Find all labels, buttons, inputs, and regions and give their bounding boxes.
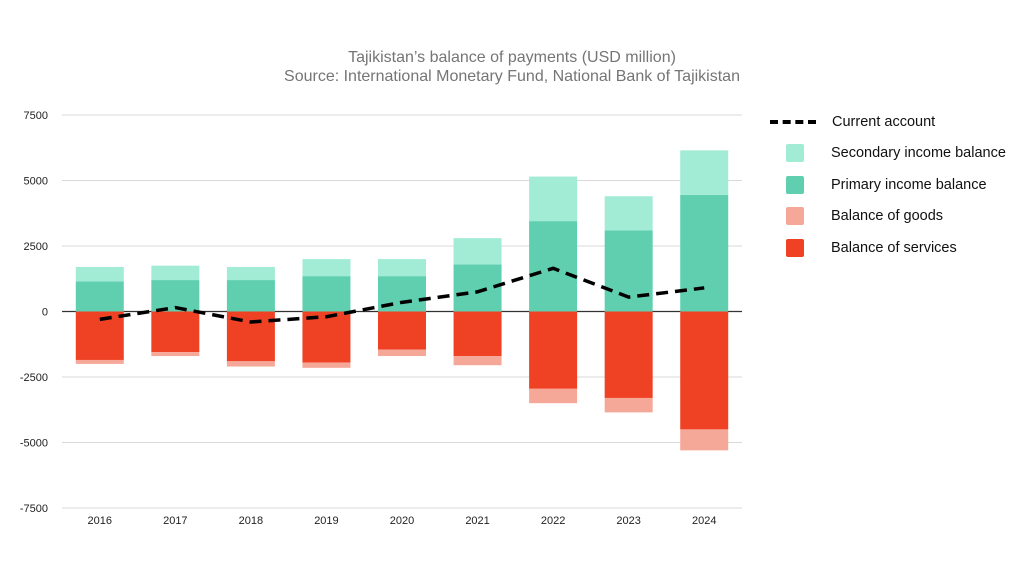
chart-legend: Current account Secondary income balance P… [770, 106, 1006, 264]
bar-balance-of-services-2019 [302, 311, 351, 363]
legend-label: Secondary income balance [831, 145, 1006, 162]
bar-secondary-income-balance-2023 [604, 196, 653, 231]
bar-primary-income-balance-2021 [453, 264, 502, 312]
legend-item: Secondary income balance [786, 138, 1006, 170]
bar-balance-of-services-2020 [378, 311, 426, 350]
bar-secondary-income-balance-2016 [75, 266, 124, 282]
y-tick-label: -7500 [20, 503, 48, 515]
bar-balance-of-goods-2022 [529, 388, 578, 404]
x-tick-label: 2018 [239, 515, 263, 527]
x-tick-label: 2016 [88, 515, 112, 527]
y-tick-label: -5000 [20, 438, 48, 450]
chart-title-block: Tajikistan’s balance of payments (USD mi… [0, 48, 1024, 86]
legend-item: Primary income balance [786, 169, 1006, 201]
bar-secondary-income-balance-2020 [378, 259, 426, 277]
bar-secondary-income-balance-2021 [453, 238, 502, 265]
bar-balance-of-goods-2023 [604, 397, 653, 413]
chart-subtitle: Source: International Monetary Fund, Nat… [284, 68, 740, 85]
chart-title: Tajikistan’s balance of payments (USD mi… [348, 49, 676, 66]
x-tick-label: 2021 [465, 515, 489, 527]
bar-primary-income-balance-2019 [302, 276, 351, 312]
bar-balance-of-goods-2019 [302, 362, 351, 368]
bar-balance-of-services-2016 [75, 311, 124, 360]
bar-balance-of-goods-2018 [226, 361, 275, 367]
legend-label: Balance of goods [831, 208, 944, 225]
legend-item: Balance of services [786, 232, 1006, 264]
bar-primary-income-balance-2018 [226, 280, 275, 312]
y-tick-label: -2500 [20, 372, 48, 384]
legend-label: Current account [832, 113, 936, 130]
bar-balance-of-goods-2021 [453, 356, 502, 366]
bar-secondary-income-balance-2018 [226, 266, 275, 281]
bar-secondary-income-balance-2017 [151, 265, 200, 281]
bar-balance-of-services-2022 [529, 311, 578, 389]
bar-balance-of-goods-2020 [378, 349, 426, 357]
y-tick-label: 5000 [24, 176, 48, 188]
x-tick-label: 2017 [163, 515, 187, 527]
bar-primary-income-balance-2023 [604, 230, 653, 312]
x-tick-label: 2023 [616, 515, 640, 527]
legend-color-swatch [786, 207, 804, 226]
bar-balance-of-services-2023 [604, 311, 653, 398]
x-tick-label: 2019 [314, 515, 338, 527]
bar-secondary-income-balance-2019 [302, 259, 351, 277]
x-tick-label: 2020 [390, 515, 414, 527]
legend-color-swatch [786, 238, 804, 257]
legend-color-swatch [786, 144, 804, 163]
bar-balance-of-goods-2017 [151, 352, 200, 357]
y-tick-label: 0 [42, 307, 48, 319]
x-tick-label: 2022 [541, 515, 565, 527]
bar-primary-income-balance-2022 [529, 221, 578, 312]
bar-primary-income-balance-2016 [75, 281, 124, 312]
legend-item: Balance of goods [786, 201, 1006, 233]
bar-secondary-income-balance-2024 [680, 150, 729, 195]
bar-balance-of-services-2021 [453, 311, 502, 357]
legend-line-swatch [770, 119, 816, 124]
bar-balance-of-goods-2016 [75, 359, 124, 364]
legend-item: Current account [770, 106, 1006, 138]
bar-secondary-income-balance-2022 [529, 176, 578, 222]
bar-balance-of-services-2017 [151, 311, 200, 353]
x-tick-label: 2024 [692, 515, 716, 527]
y-tick-label: 2500 [24, 241, 48, 253]
legend-label: Balance of services [831, 239, 957, 256]
bar-balance-of-goods-2024 [680, 429, 729, 451]
y-tick-label: 7500 [24, 110, 48, 122]
bar-primary-income-balance-2024 [680, 194, 729, 312]
legend-color-swatch [786, 175, 804, 194]
bar-balance-of-services-2024 [680, 311, 729, 430]
legend-label: Primary income balance [831, 176, 987, 193]
